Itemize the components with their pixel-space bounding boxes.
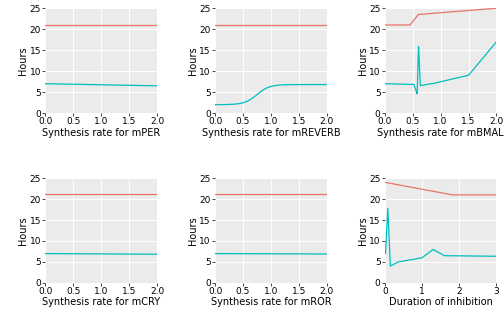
Y-axis label: Hours: Hours xyxy=(188,46,198,75)
X-axis label: Synthesis rate for mPER: Synthesis rate for mPER xyxy=(42,128,160,138)
X-axis label: Duration of inhibition: Duration of inhibition xyxy=(389,297,492,308)
X-axis label: Synthesis rate for mCRY: Synthesis rate for mCRY xyxy=(42,297,160,308)
Y-axis label: Hours: Hours xyxy=(18,216,28,245)
Y-axis label: Hours: Hours xyxy=(358,216,368,245)
X-axis label: Synthesis rate for mREVERB: Synthesis rate for mREVERB xyxy=(202,128,340,138)
X-axis label: Synthesis rate for mROR: Synthesis rate for mROR xyxy=(211,297,331,308)
X-axis label: Synthesis rate for mBMAL: Synthesis rate for mBMAL xyxy=(377,128,504,138)
Y-axis label: Hours: Hours xyxy=(18,46,28,75)
Y-axis label: Hours: Hours xyxy=(358,46,368,75)
Y-axis label: Hours: Hours xyxy=(188,216,198,245)
